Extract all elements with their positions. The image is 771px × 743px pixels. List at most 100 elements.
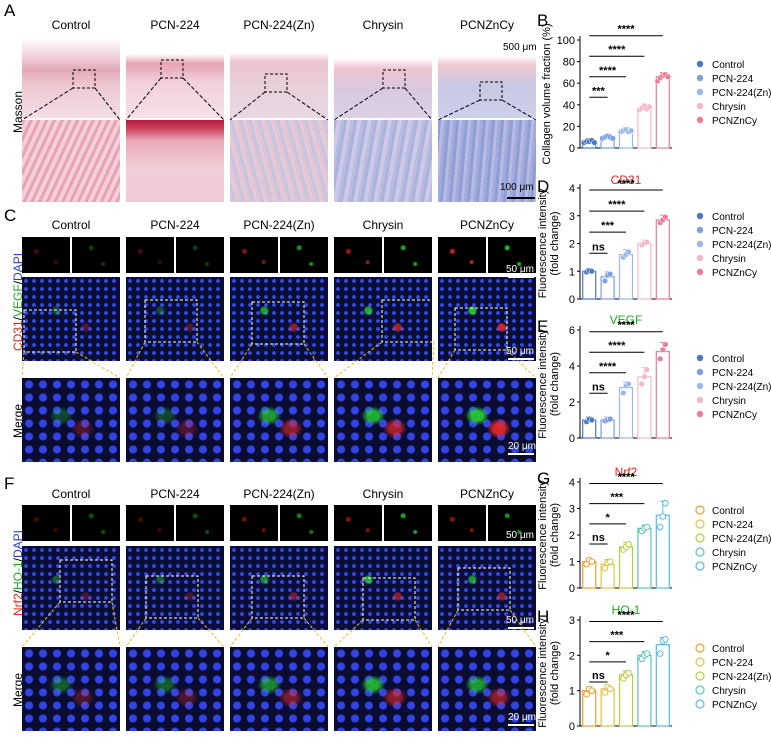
chart-e-legend-marker-pcn224 [696, 368, 704, 376]
chart-e-legend-marker-pcn224zn [696, 382, 704, 390]
chart-g-y-axis-label: Fluorescence intensity(fold change) [537, 480, 561, 590]
chart-d-sig-label: ns [592, 241, 605, 253]
chart-g-y-tick-label: 4 [569, 477, 575, 489]
c-group-label-pcnzncy: PCNZnCy [459, 218, 514, 232]
chart-d-y-tick-label: 0 [569, 294, 575, 306]
chart-g-legend-label-pcn224zn: PCN-224(Zn) [712, 534, 771, 545]
a-group-label-pcn224: PCN-224 [150, 18, 200, 32]
chart-d-bar-pcn224zn [618, 254, 634, 300]
chart-h-title: HO-1 [612, 603, 641, 617]
chart-h-point-chrysin [643, 650, 651, 657]
a-group-label-pcn224zn: PCN-224(Zn) [243, 18, 315, 32]
f-group-label-pcnzncy: PCNZnCy [459, 487, 514, 501]
a-group-label-pcnzncy: PCNZnCy [459, 18, 514, 32]
masson-connector-right-control [94, 87, 121, 121]
chart-b-y-tick-label: 60 [563, 78, 575, 90]
c-connector-right-pcn224 [196, 341, 225, 379]
chart-d-y-tick-label: 3 [569, 211, 575, 223]
chart-e-sig-label: ns [592, 381, 605, 393]
chart-b-point-pcnzncy [664, 73, 672, 80]
masson-zoom-box-control [72, 69, 96, 89]
chart-b-bar-chrysin [637, 107, 652, 149]
c-merge-zoom-chrysin [334, 378, 432, 462]
c-group-label-control: Control [51, 218, 91, 232]
masson-zoom-pcnzncy [438, 120, 536, 202]
chart-h-y-tick-label: 0 [569, 721, 575, 733]
f-red-channel-chrysin [334, 505, 382, 541]
c-scalebar-line-1 [508, 276, 534, 278]
chart-e-legend-marker-control [696, 354, 704, 362]
chart-d-legend-label-control: Control [712, 212, 744, 223]
chart-d-legend-marker-chrysin [696, 254, 704, 262]
f-scalebar-line-1 [508, 542, 534, 544]
masson-connector-right-pcn224 [182, 77, 225, 121]
f-merge-zoom-pcn224 [126, 647, 224, 731]
f-zoom-box-pcnzncy [457, 567, 511, 611]
chart-d-bar-pcnzncy [655, 219, 670, 300]
chart-d-legend-label-pcn224zn: PCN-224(Zn) [712, 240, 771, 251]
f-group-label-control: Control [51, 487, 91, 501]
f-red-channel-control [22, 505, 70, 541]
chart-g-point-pcnzncy [656, 523, 664, 531]
c-connector-right-chrysin [431, 341, 435, 379]
chart-h-panel-letter: H [537, 607, 549, 626]
c-green-channel-chrysin [384, 237, 432, 273]
c-green-channel-pcn224zn [280, 237, 328, 273]
c-connector-left-pcnzncy [437, 349, 456, 379]
c-green-channel-pcnzncy [488, 237, 536, 273]
c-zoom-box-pcnzncy [454, 307, 508, 351]
c-red-channel-chrysin [334, 237, 382, 273]
chart-b-y-tick-label: 20 [563, 121, 575, 133]
chart-g-y-tick-label: 2 [569, 530, 575, 542]
chart-g-sig-label: **** [617, 472, 635, 484]
chart-h-bar-pcn224zn [618, 674, 634, 727]
chart-e-y-tick-label: 6 [569, 325, 575, 337]
f-zoom-box-pcn224zn [251, 575, 305, 619]
c-merge-zoom-control [22, 378, 120, 462]
masson-connector-right-chrysin [404, 87, 433, 121]
chart-d-legend-label-pcn224: PCN-224 [712, 226, 754, 237]
f-merge-zoom-control [22, 647, 120, 731]
chart-h-point-pcn224 [606, 685, 614, 693]
f-connector-right-pcn224 [197, 617, 225, 648]
chart-e-sig-label: **** [617, 320, 635, 332]
chart-b-legend-label-chrysin: Chrysin [712, 102, 746, 113]
chart-g-point-pcn224 [606, 558, 614, 565]
chart-e-panel-letter: E [537, 317, 548, 336]
chart-d-legend-marker-pcnzncy [696, 268, 704, 276]
chart-b-y-tick-label: 40 [563, 100, 575, 112]
chart-h-legend-label-pcnzncy: PCNZnCy [712, 700, 757, 711]
chart-h-point-pcnzncy [662, 636, 669, 643]
panel-letter-f: F [4, 474, 15, 493]
chart-b-sig-label: **** [599, 65, 617, 77]
f-scalebar-line-2 [508, 627, 534, 629]
chart-e-legend-label-chrysin: Chrysin [712, 396, 746, 407]
chart-h-sig-label: * [605, 650, 610, 662]
f-scalebar-label-3: 20 μm [508, 712, 536, 723]
chart-g-legend-label-control: Control [712, 506, 744, 517]
chart-e-title: VEGF [610, 313, 643, 327]
c-connector-left-pcn224 [125, 341, 146, 379]
c-scalebar-line-3 [508, 453, 534, 455]
f-connector-right-chrysin [414, 619, 433, 648]
chart-b-bar-pcnzncy [655, 76, 670, 149]
c-group-label-chrysin: Chrysin [362, 218, 404, 232]
chart-g-sig-label: * [605, 512, 610, 524]
c-merge-zoom-pcn224zn [230, 378, 328, 462]
chart-h-legend-marker-pcn224zn [695, 671, 705, 681]
chart-g-legend-label-pcn224: PCN-224 [712, 520, 754, 531]
chart-d-y-tick-label: 4 [569, 183, 575, 195]
chart-d-sig-label: **** [608, 199, 626, 211]
masson-overview-pcnzncy [438, 38, 536, 118]
masson-connector-left-chrysin [333, 87, 384, 121]
f-green-channel-pcnzncy [488, 505, 536, 541]
chart-h-point-pcn224 [601, 689, 609, 696]
c-red-channel-pcnzncy [438, 237, 486, 273]
chart-h-point-control [583, 690, 590, 698]
c-red-channel-control [22, 237, 70, 273]
chart-e-sig-label: **** [608, 340, 626, 352]
chart-g-y-tick-label: 3 [569, 504, 575, 516]
chart-b-legend-marker-chrysin [696, 102, 704, 110]
masson-zoom-chrysin [334, 120, 432, 202]
f-merge-zoom-chrysin [334, 647, 432, 731]
